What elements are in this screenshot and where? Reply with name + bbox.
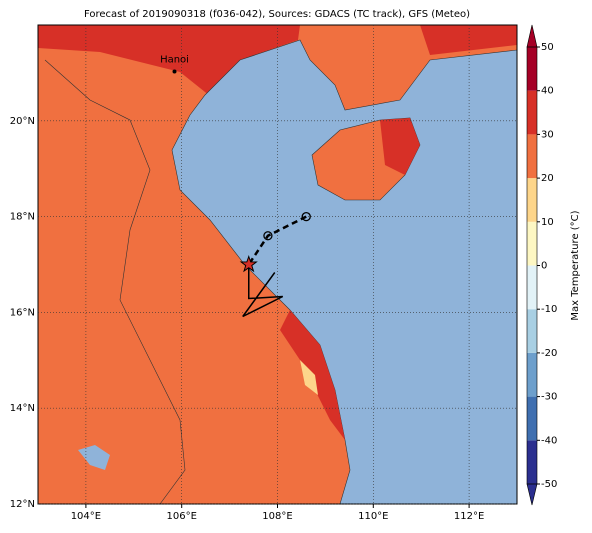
colorbar-band — [527, 440, 537, 484]
colorbar-band — [527, 90, 537, 135]
colorbar-tick-label: -40 — [541, 435, 557, 446]
track-point — [263, 231, 273, 241]
title: Forecast of 2019090318 (f036-042), Sourc… — [84, 9, 470, 20]
colorbar-tick-label: 50 — [541, 42, 554, 53]
city-marker — [172, 69, 177, 74]
x-tick-label: 112°E — [454, 511, 484, 522]
colorbar-tick-label: 20 — [541, 173, 554, 184]
x-tick-label: 110°E — [358, 511, 388, 522]
track-point — [301, 211, 311, 222]
border — [44, 59, 186, 504]
city-label: Hanoi — [160, 54, 189, 65]
warm-region — [38, 25, 300, 100]
cool-patch — [300, 360, 318, 395]
colorbar-band — [527, 265, 537, 310]
track-point — [239, 254, 258, 273]
colorbar-band — [527, 352, 537, 397]
cone — [242, 264, 284, 318]
colorbar-band — [527, 396, 537, 441]
x-tick-label: 104°E — [71, 511, 101, 522]
sea — [171, 39, 517, 504]
colorbar-band — [527, 47, 537, 91]
y-tick-label: 20°N — [10, 116, 35, 127]
x-tick-label: 106°E — [166, 511, 196, 522]
y-tick-label: 16°N — [10, 307, 35, 318]
warm-region — [380, 118, 420, 175]
y-tick-label: 18°N — [10, 212, 35, 223]
colorbar-tick-label: -10 — [541, 304, 557, 315]
y-tick-label: 12°N — [10, 499, 35, 510]
colorbar-band — [527, 221, 537, 266]
colorbar-tick-label: 0 — [541, 261, 547, 272]
colorbar-tick-label: -50 — [541, 479, 557, 490]
warm-region — [420, 25, 517, 55]
colorbar-extend — [526, 483, 538, 506]
track-line — [247, 215, 307, 266]
colorbar-tick-label: 30 — [541, 129, 554, 140]
colorbar-label: Max Temperature (°C) — [570, 210, 581, 320]
colorbar-tick-label: -20 — [541, 348, 557, 359]
colorbar-extend — [526, 24, 538, 48]
colorbar-tick-label: 10 — [541, 217, 554, 228]
colorbar-tick-label: 40 — [541, 86, 554, 97]
x-tick-label: 108°E — [262, 511, 292, 522]
colorbar-tick-label: -30 — [541, 392, 557, 403]
colorbar-band — [527, 309, 537, 353]
colorbar-band — [527, 178, 537, 222]
y-tick-label: 14°N — [10, 403, 35, 414]
colorbar-band — [527, 134, 537, 179]
map — [38, 25, 517, 504]
